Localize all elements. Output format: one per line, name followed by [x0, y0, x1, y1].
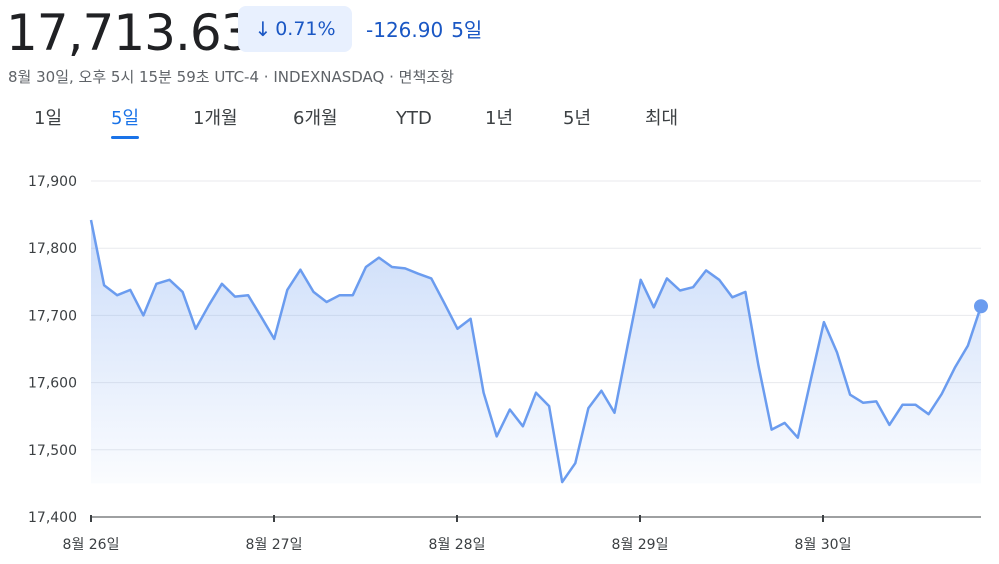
tab-1m[interactable]: 1개월 [193, 108, 238, 129]
arrow-down-icon: ↓ [254, 17, 272, 41]
x-tick-label: 8월 27일 [246, 537, 303, 553]
tab-5d[interactable]: 5일 [111, 104, 140, 139]
last-price-marker [974, 299, 988, 314]
quote-meta: 8월 30일, 오후 5시 15분 59초 UTC-4 · INDEXNASDA… [8, 68, 454, 86]
change-percent-badge: ↓ 0.71% [238, 6, 352, 52]
y-tick-label: 17,600 [28, 376, 77, 392]
y-tick-label: 17,900 [28, 174, 77, 190]
x-tick-label: 8월 28일 [429, 537, 486, 553]
y-tick-label: 17,400 [28, 510, 77, 526]
tab-5y[interactable]: 5년 [563, 108, 592, 129]
price-line [89, 219, 983, 484]
y-tick-label: 17,800 [28, 241, 77, 257]
current-price: 17,713.63 [6, 4, 252, 62]
tab-max[interactable]: 최대 [645, 108, 679, 129]
x-tick-label: 8월 30일 [795, 537, 852, 553]
range-tabs: 1일 5일 1개월 6개월 YTD 1년 5년 최대 [0, 104, 999, 140]
x-tick-label: 8월 29일 [612, 537, 669, 553]
price-area [91, 220, 981, 484]
y-axis-labels: 17,900 17,800 17,700 17,600 17,500 17,400 [28, 174, 77, 526]
y-tick-label: 17,700 [28, 308, 77, 324]
change-period: 5일 [451, 18, 483, 42]
tab-6m[interactable]: 6개월 [293, 108, 338, 129]
tab-ytd[interactable]: YTD [396, 108, 432, 129]
tab-1d[interactable]: 1일 [34, 108, 63, 129]
change-percent: 0.71% [275, 18, 336, 40]
x-tick-label: 8월 26일 [63, 537, 120, 553]
price-chart[interactable]: 17,900 17,800 17,700 17,600 17,500 17,400 8월 … [0, 150, 999, 564]
change-absolute-group: -126.90 5일 [366, 14, 490, 43]
y-tick-label: 17,500 [28, 443, 77, 459]
x-axis-ticks: 8월 26일 8월 27일 8월 28일 8월 29일 8월 30일 [63, 515, 852, 553]
tab-1y[interactable]: 1년 [485, 108, 514, 129]
change-absolute: -126.90 [366, 18, 444, 42]
